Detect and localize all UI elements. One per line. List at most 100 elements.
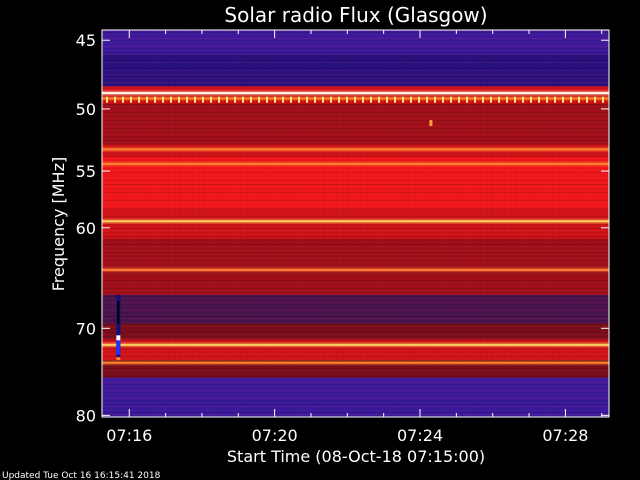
texture-stripe [102, 160, 609, 161]
texture-stripe [102, 114, 609, 115]
frequency-band [102, 156, 609, 210]
comb-spike [106, 96, 108, 103]
x-axis: 07:16 07:20 07:24 07:28 [106, 30, 603, 445]
texture-column [492, 30, 493, 417]
texture-stripe [102, 302, 609, 303]
comb-spike [578, 96, 580, 103]
texture-stripe [102, 288, 609, 289]
texture-stripe [102, 376, 609, 377]
texture-stripe [102, 68, 609, 69]
comb-spike [354, 96, 356, 103]
texture-stripe [102, 196, 609, 197]
texture-column [258, 30, 259, 417]
texture-stripe [102, 314, 609, 315]
texture-stripe [102, 192, 609, 193]
comb-spike [474, 96, 476, 103]
texture-stripe [102, 190, 609, 191]
frequency-band [102, 54, 609, 87]
frequency-band [102, 238, 609, 295]
texture-stripe [102, 278, 609, 279]
texture-stripe [102, 208, 609, 209]
texture-stripe [102, 260, 609, 261]
texture-column [282, 30, 283, 417]
comb-spike [330, 96, 332, 103]
texture-stripe [102, 166, 609, 167]
comb-spike [162, 96, 164, 103]
frequency-band [102, 209, 609, 239]
comb-spike [274, 96, 276, 103]
texture-stripe [102, 50, 609, 51]
texture-column [204, 30, 205, 417]
comb-spike [522, 96, 524, 103]
texture-stripe [102, 34, 609, 35]
texture-stripe [102, 372, 609, 373]
texture-stripe [102, 324, 609, 325]
texture-stripe [102, 60, 609, 61]
burst-core [117, 300, 120, 324]
texture-stripe [102, 212, 609, 213]
comb-spike [186, 96, 188, 103]
comb-spike [338, 96, 340, 103]
texture-stripe [102, 76, 609, 77]
texture-column [426, 30, 427, 417]
texture-column [414, 30, 415, 417]
texture-stripe [102, 116, 609, 117]
comb-spike [226, 96, 228, 103]
texture-stripe [102, 158, 609, 159]
texture-column [570, 30, 571, 417]
texture-stripe [102, 340, 609, 341]
texture-stripe [102, 414, 609, 415]
texture-stripe [102, 358, 609, 359]
texture-stripe [102, 328, 609, 329]
comb-spike [130, 96, 132, 103]
texture-stripe [102, 112, 609, 113]
texture-stripe [102, 182, 609, 183]
texture-column [480, 30, 481, 417]
texture-stripe [102, 388, 609, 389]
texture-stripe [102, 272, 609, 273]
texture-stripe [102, 206, 609, 207]
texture-stripe [102, 280, 609, 281]
comb-spike [282, 96, 284, 103]
comb-spike [234, 96, 236, 103]
texture-stripe [102, 36, 609, 37]
texture-stripe [102, 124, 609, 125]
texture-stripe [102, 336, 609, 337]
texture-stripe [102, 56, 609, 57]
comb-spike [402, 96, 404, 103]
texture-stripe [102, 70, 609, 71]
texture-stripe [102, 252, 609, 253]
texture-stripe [102, 202, 609, 203]
comb-spike [194, 96, 196, 103]
texture-stripe [102, 234, 609, 235]
comb-spike [450, 96, 452, 103]
x-tick-label: 07:28 [542, 426, 588, 445]
x-tick-label: 07:24 [397, 426, 443, 445]
texture-column [582, 30, 583, 417]
texture-stripe [102, 64, 609, 65]
texture-stripe [102, 84, 609, 85]
texture-stripe [102, 138, 609, 139]
comb-spike [138, 96, 140, 103]
texture-column [192, 30, 193, 417]
texture-stripe [102, 294, 609, 295]
texture-stripe [102, 162, 609, 163]
texture-stripe [102, 368, 609, 369]
texture-stripe [102, 254, 609, 255]
texture-stripe [102, 322, 609, 323]
texture-stripe [102, 122, 609, 123]
comb-spike [362, 96, 364, 103]
emission-line [102, 361, 609, 364]
texture-column [348, 30, 349, 417]
texture-stripe [102, 304, 609, 305]
texture-stripe [102, 82, 609, 83]
texture-column [270, 30, 271, 417]
comb-spike [370, 96, 372, 103]
comb-spike [170, 96, 172, 103]
comb-spike [570, 96, 572, 103]
texture-stripe [102, 258, 609, 259]
comb-spike [258, 96, 260, 103]
texture-stripe [102, 408, 609, 409]
texture-stripe [102, 78, 609, 79]
radio-spot [429, 120, 433, 127]
